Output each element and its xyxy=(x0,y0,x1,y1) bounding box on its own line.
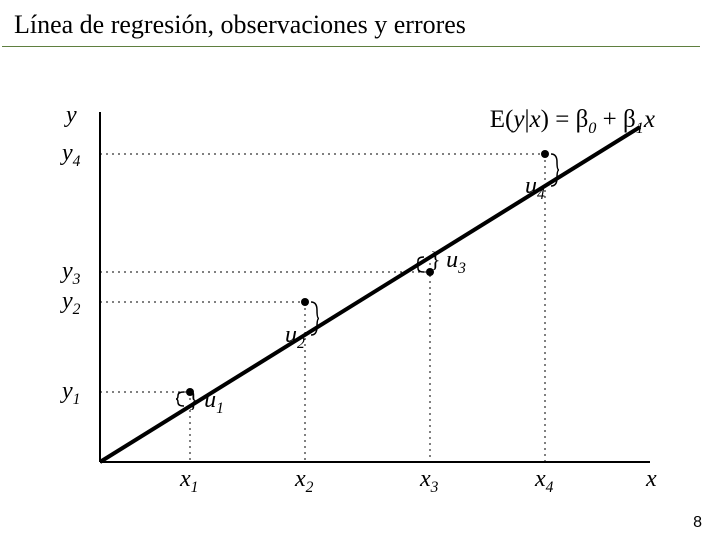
title-bar: Línea de regresión, observaciones y erro… xyxy=(2,2,700,47)
ylabel-y2: y2 xyxy=(62,288,80,319)
ylabel-y1: y1 xyxy=(62,378,80,409)
xlabel-x1: x1 xyxy=(180,466,198,497)
ulabel-p3: } u3 xyxy=(430,247,466,278)
ulabel-p4: u4 xyxy=(525,173,545,204)
y-axis-label: y xyxy=(66,102,77,129)
regression-chart: yxy4y3y2y1x1x2x3x4} u1u2} u3u4E(y|x) = β… xyxy=(60,92,670,492)
slide-title: Línea de regresión, observaciones y erro… xyxy=(14,10,466,39)
ulabel-p2: u2 xyxy=(285,322,305,353)
ulabel-p1: } u1 xyxy=(188,387,224,418)
page-number: 8 xyxy=(693,514,702,532)
regression-equation: E(y|x) = β0 + β1x xyxy=(490,106,655,138)
xlabel-x4: x4 xyxy=(535,466,553,497)
xlabel-x3: x3 xyxy=(420,466,438,497)
ylabel-y4: y4 xyxy=(62,140,80,171)
xlabel-x2: x2 xyxy=(295,466,313,497)
x-axis-label: x xyxy=(646,466,657,493)
ylabel-y3: y3 xyxy=(62,258,80,289)
